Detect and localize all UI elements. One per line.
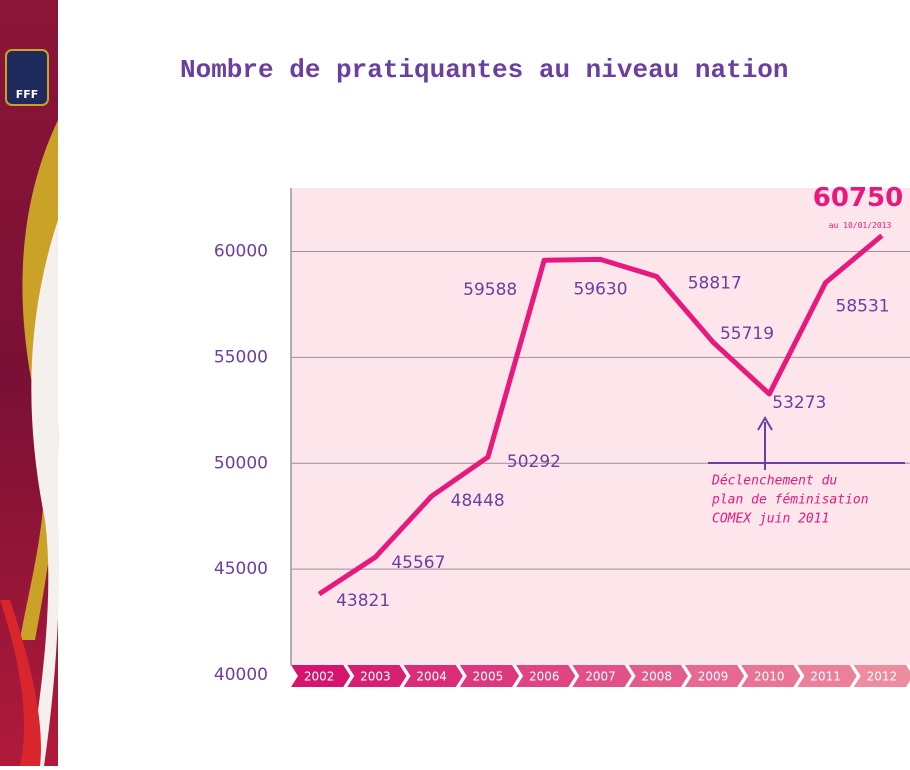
logo-text: FFF xyxy=(16,88,39,101)
x-band xyxy=(459,665,520,687)
y-tick-label: 50000 xyxy=(214,453,268,473)
annotation-text: Déclenchement du xyxy=(711,474,837,489)
value-label: 59588 xyxy=(463,280,517,300)
x-tick-label: 2012 xyxy=(867,670,898,684)
value-label: 58531 xyxy=(836,297,890,317)
x-band xyxy=(741,665,801,687)
annotation-text: plan de féminisation xyxy=(711,493,869,508)
y-tick-label: 40000 xyxy=(214,665,268,685)
x-tick-label: 2008 xyxy=(641,670,672,684)
value-label-highlight: 60750 xyxy=(813,183,903,213)
x-band xyxy=(347,665,407,687)
x-tick-label: 2005 xyxy=(473,670,504,684)
value-label: 55719 xyxy=(720,324,774,344)
x-band xyxy=(403,665,463,687)
x-band xyxy=(684,665,745,687)
y-tick-label: 55000 xyxy=(214,347,268,367)
y-tick-label: 60000 xyxy=(214,242,268,262)
annotation-text: COMEX juin 2011 xyxy=(712,512,829,527)
x-band xyxy=(797,665,857,687)
value-label: 58817 xyxy=(688,274,742,294)
chart-title: Nombre de pratiquantes au niveau nation xyxy=(180,55,789,85)
x-band xyxy=(291,665,351,687)
value-label: 43821 xyxy=(336,591,390,611)
annotation-arrowhead xyxy=(757,416,773,431)
value-label: 53273 xyxy=(772,393,826,413)
x-tick-label: 2006 xyxy=(529,670,560,684)
value-label: 59630 xyxy=(573,279,627,299)
x-band xyxy=(853,665,910,687)
x-tick-label: 2011 xyxy=(810,670,841,684)
stripe-red xyxy=(0,600,41,766)
x-tick-label: 2010 xyxy=(754,670,785,684)
value-label: 50292 xyxy=(507,452,561,472)
line xyxy=(317,233,884,597)
y-tick-label: 45000 xyxy=(214,559,268,579)
x-tick-label: 2004 xyxy=(416,670,447,684)
x-tick-label: 2007 xyxy=(585,670,616,684)
x-band xyxy=(628,665,688,687)
stripe-white xyxy=(30,220,60,766)
x-tick-label: 2003 xyxy=(360,670,391,684)
logo-shield xyxy=(5,49,49,106)
value-label: 48448 xyxy=(451,491,505,511)
x-tick-label: 2002 xyxy=(304,670,335,684)
value-label: 45567 xyxy=(391,553,445,573)
plot-area xyxy=(291,188,910,665)
last-point-note: au 10/01/2013 xyxy=(829,221,892,230)
x-band xyxy=(572,665,632,687)
x-tick-label: 2009 xyxy=(698,670,729,684)
x-band xyxy=(516,665,576,687)
